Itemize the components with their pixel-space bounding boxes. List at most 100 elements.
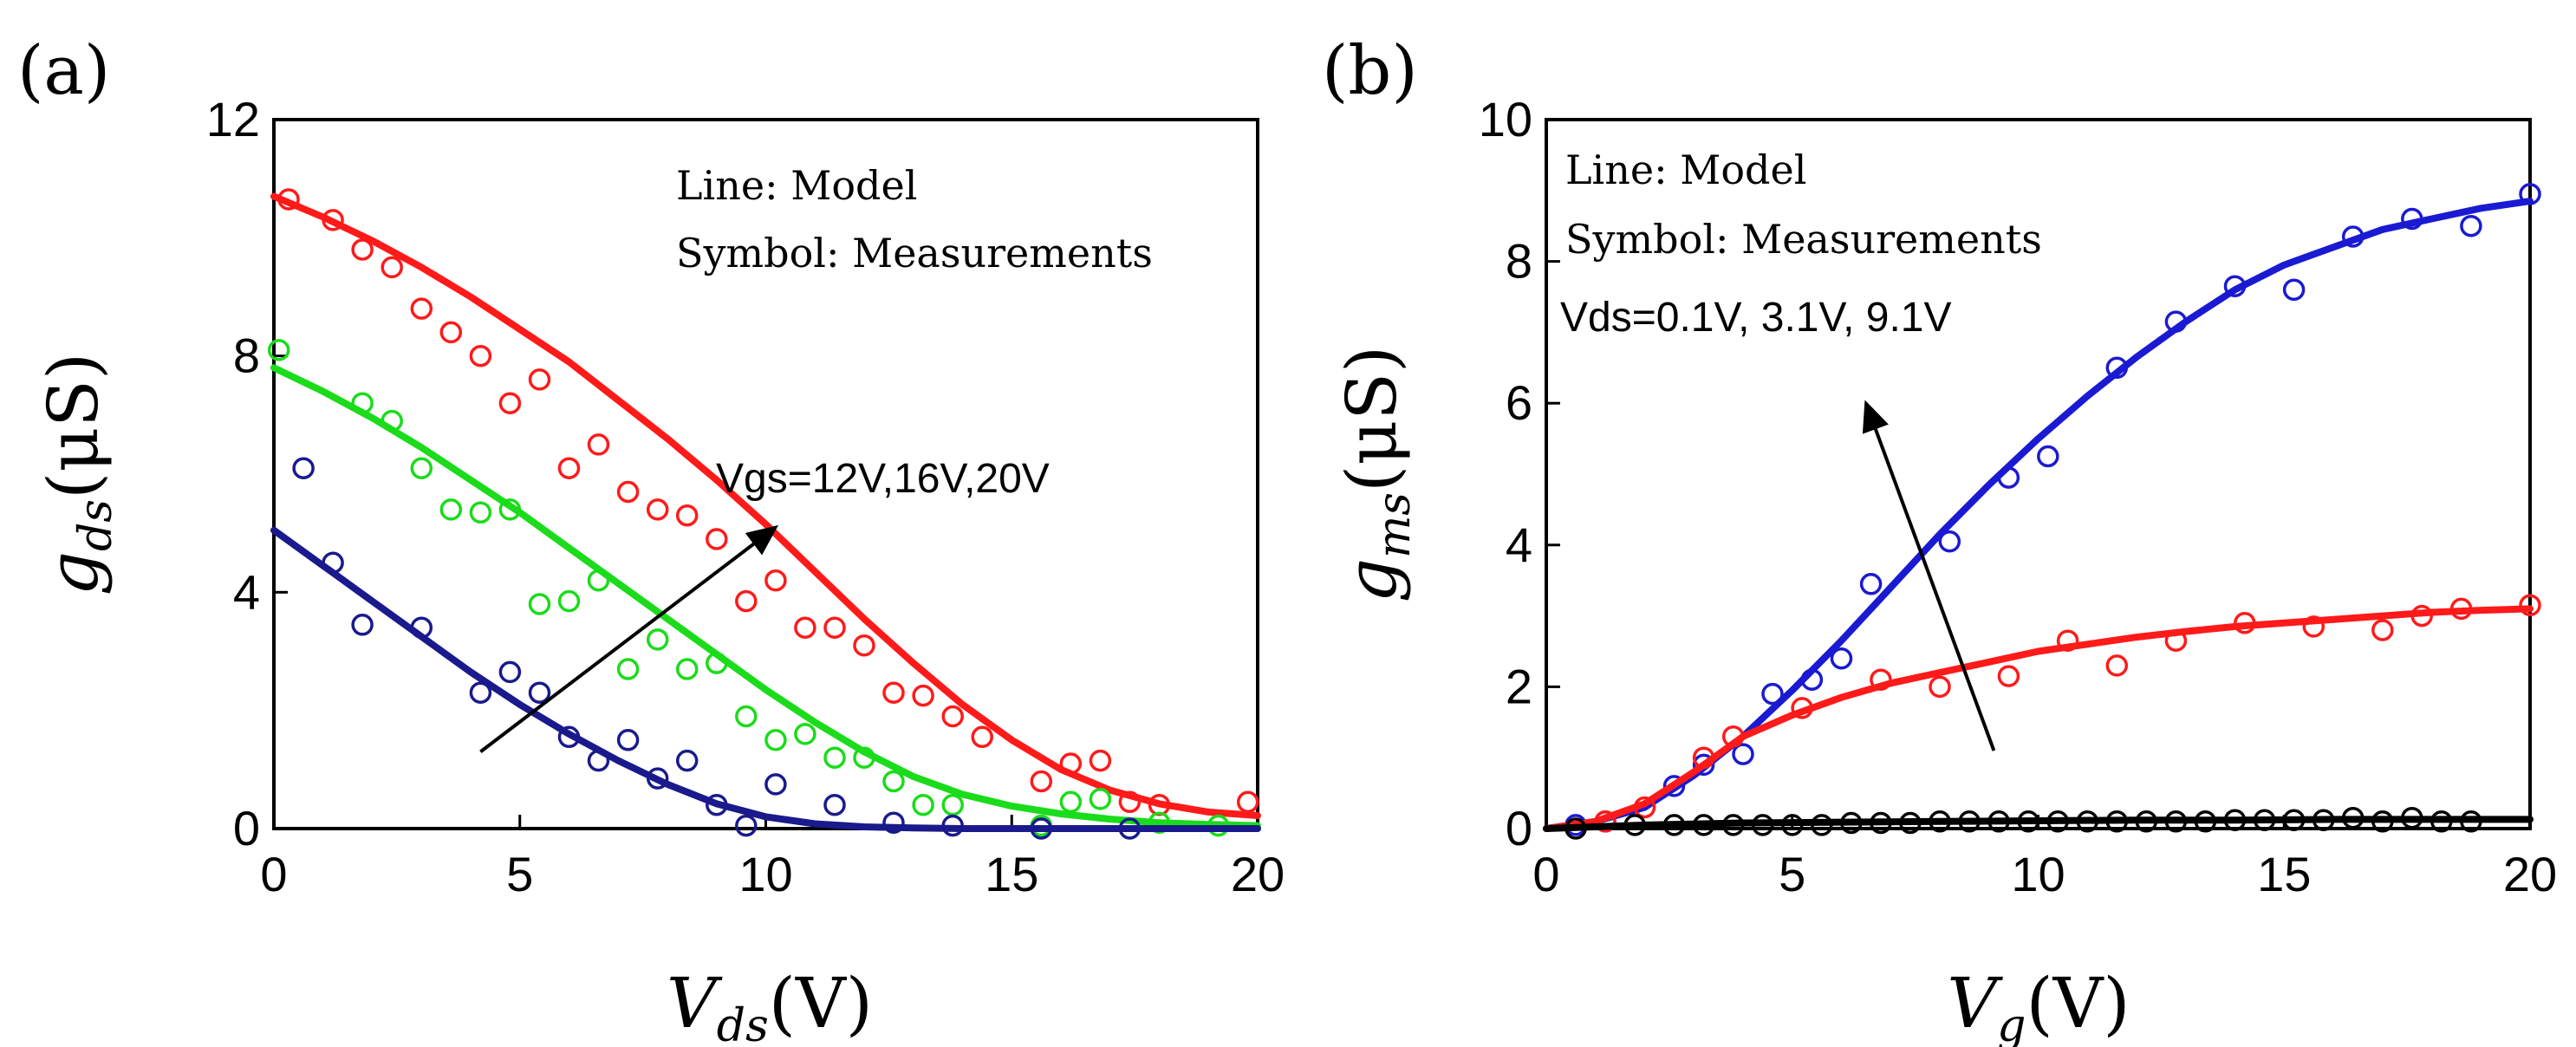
y-tick-label-4: 4: [233, 564, 260, 619]
y-tick-label-12: 12: [206, 92, 260, 146]
measurement-point: [410, 616, 433, 639]
measurement-point: [381, 409, 403, 432]
measurement-point: [1938, 530, 1961, 553]
measurement-point: [2164, 629, 2188, 652]
measurement-point: [469, 681, 492, 704]
measurement-point: [675, 749, 699, 772]
measurement-point: [706, 793, 728, 816]
measurement-point: [2401, 207, 2423, 231]
measurement-point: [2519, 183, 2541, 205]
measurement-point: [469, 501, 492, 524]
measurement-point: [292, 457, 315, 479]
measurement-point: [1800, 668, 1824, 691]
measurement-point: [1564, 817, 1587, 840]
measurement-point: [1089, 788, 1112, 810]
measurement-point: [587, 569, 610, 592]
arrow-line: [479, 524, 779, 753]
measurement-point: [351, 614, 374, 636]
measurement-point: [764, 569, 787, 592]
measurement-point: [735, 814, 758, 837]
x-axis-label: Vg(V): [1947, 963, 2130, 1047]
measurement-point: [2460, 214, 2482, 237]
legend-symbol-label: Symbol: Measurements: [676, 230, 1153, 276]
x-tick-label-10: 10: [738, 847, 792, 901]
measurement-point: [941, 814, 964, 837]
measurement-point: [528, 593, 551, 615]
measurement-point: [498, 660, 522, 684]
y-tick-label-2: 2: [1506, 659, 1532, 713]
measurement-point: [1118, 817, 1142, 840]
measurement-point: [823, 793, 846, 816]
measurement-point: [557, 589, 581, 613]
measurement-point: [2449, 597, 2473, 621]
measurement-point: [1987, 810, 2010, 833]
measurement-point: [381, 256, 403, 279]
measurement-point: [1059, 752, 1083, 775]
measurement-point: [277, 188, 300, 211]
measurement-point: [469, 344, 492, 367]
measurement-point: [2164, 310, 2188, 333]
measurement-point: [2017, 810, 2039, 833]
measurement-point: [2253, 809, 2276, 831]
legend-symbol-label: Symbol: Measurements: [1565, 216, 2042, 263]
measurement-point: [2460, 810, 2482, 833]
vgs-annotation: Vgs=12V,16V,20V: [716, 456, 1050, 502]
measurement-point: [2056, 629, 2079, 652]
measurement-point: [735, 705, 758, 728]
x-tick-labels: 0 5 10 15 20: [1532, 847, 2557, 901]
y-tick-label-0: 0: [233, 801, 260, 855]
measurement-point: [794, 616, 816, 639]
measurement-point: [1811, 814, 1833, 836]
measurement-point: [2401, 806, 2423, 829]
y-tick-label-10: 10: [1479, 92, 1532, 146]
measurement-point: [351, 238, 374, 261]
measurement-point: [1662, 775, 1686, 797]
series-vds-0-1v: [1543, 806, 2534, 840]
annotation-arrow: [1862, 400, 1996, 751]
y-axis-label: gds(μS): [33, 353, 122, 595]
measurement-point: [2194, 810, 2217, 833]
measurement-point: [528, 681, 551, 704]
y-tick-label-6: 6: [1506, 375, 1532, 430]
measurement-point: [1929, 675, 1951, 699]
measurement-point: [882, 770, 905, 793]
x-tick-label-20: 20: [1231, 847, 1285, 901]
measurement-point: [557, 457, 581, 479]
measurement-point: [616, 480, 640, 504]
y-tick-label-4: 4: [1506, 517, 1532, 572]
measurement-point: [439, 321, 463, 344]
measurement-point: [2046, 810, 2069, 833]
measurement-point: [322, 209, 344, 231]
y-tick-label-0: 0: [1506, 801, 1532, 855]
measurement-point: [587, 433, 610, 456]
tick-marks: [272, 118, 1259, 830]
measurement-point: [2135, 810, 2158, 833]
measurement-point: [2312, 809, 2335, 831]
measurement-point: [267, 339, 290, 361]
measurement-point: [1692, 746, 1715, 769]
measurement-point: [794, 723, 816, 745]
measurement-point: [1899, 811, 1922, 835]
measurement-point: [1781, 814, 1804, 836]
measurement-point: [351, 392, 374, 414]
panel-label: (a): [17, 32, 110, 110]
model-line: [270, 192, 1261, 819]
measurement-point: [853, 634, 875, 657]
measurement-point: [1840, 811, 1863, 835]
series-layer: [1543, 183, 2541, 840]
x-tick-label-5: 5: [506, 847, 533, 901]
measurement-point: [1830, 647, 1853, 670]
x-tick-label-15: 15: [2257, 847, 2311, 901]
y-tick-labels: 0 2 4 6 8 10: [1479, 92, 1532, 855]
y-axis-label: gms(μS): [1331, 346, 1421, 602]
measurement-point: [912, 793, 934, 816]
measurement-point: [1118, 790, 1142, 814]
x-tick-label-20: 20: [2503, 847, 2557, 901]
measurement-point: [2105, 810, 2129, 833]
model-line: [270, 364, 1261, 829]
measurement-point: [1148, 811, 1171, 834]
x-tick-label-5: 5: [1779, 847, 1805, 901]
measurement-point: [2430, 810, 2453, 833]
measurement-point: [1059, 790, 1083, 814]
